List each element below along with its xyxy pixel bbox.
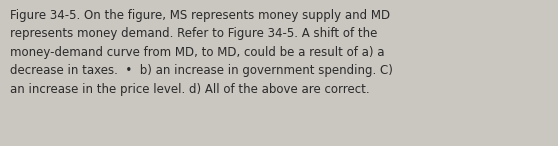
Text: Figure 34-5. On the figure, MS represents money supply and MD
represents money d: Figure 34-5. On the figure, MS represent… xyxy=(10,9,393,96)
